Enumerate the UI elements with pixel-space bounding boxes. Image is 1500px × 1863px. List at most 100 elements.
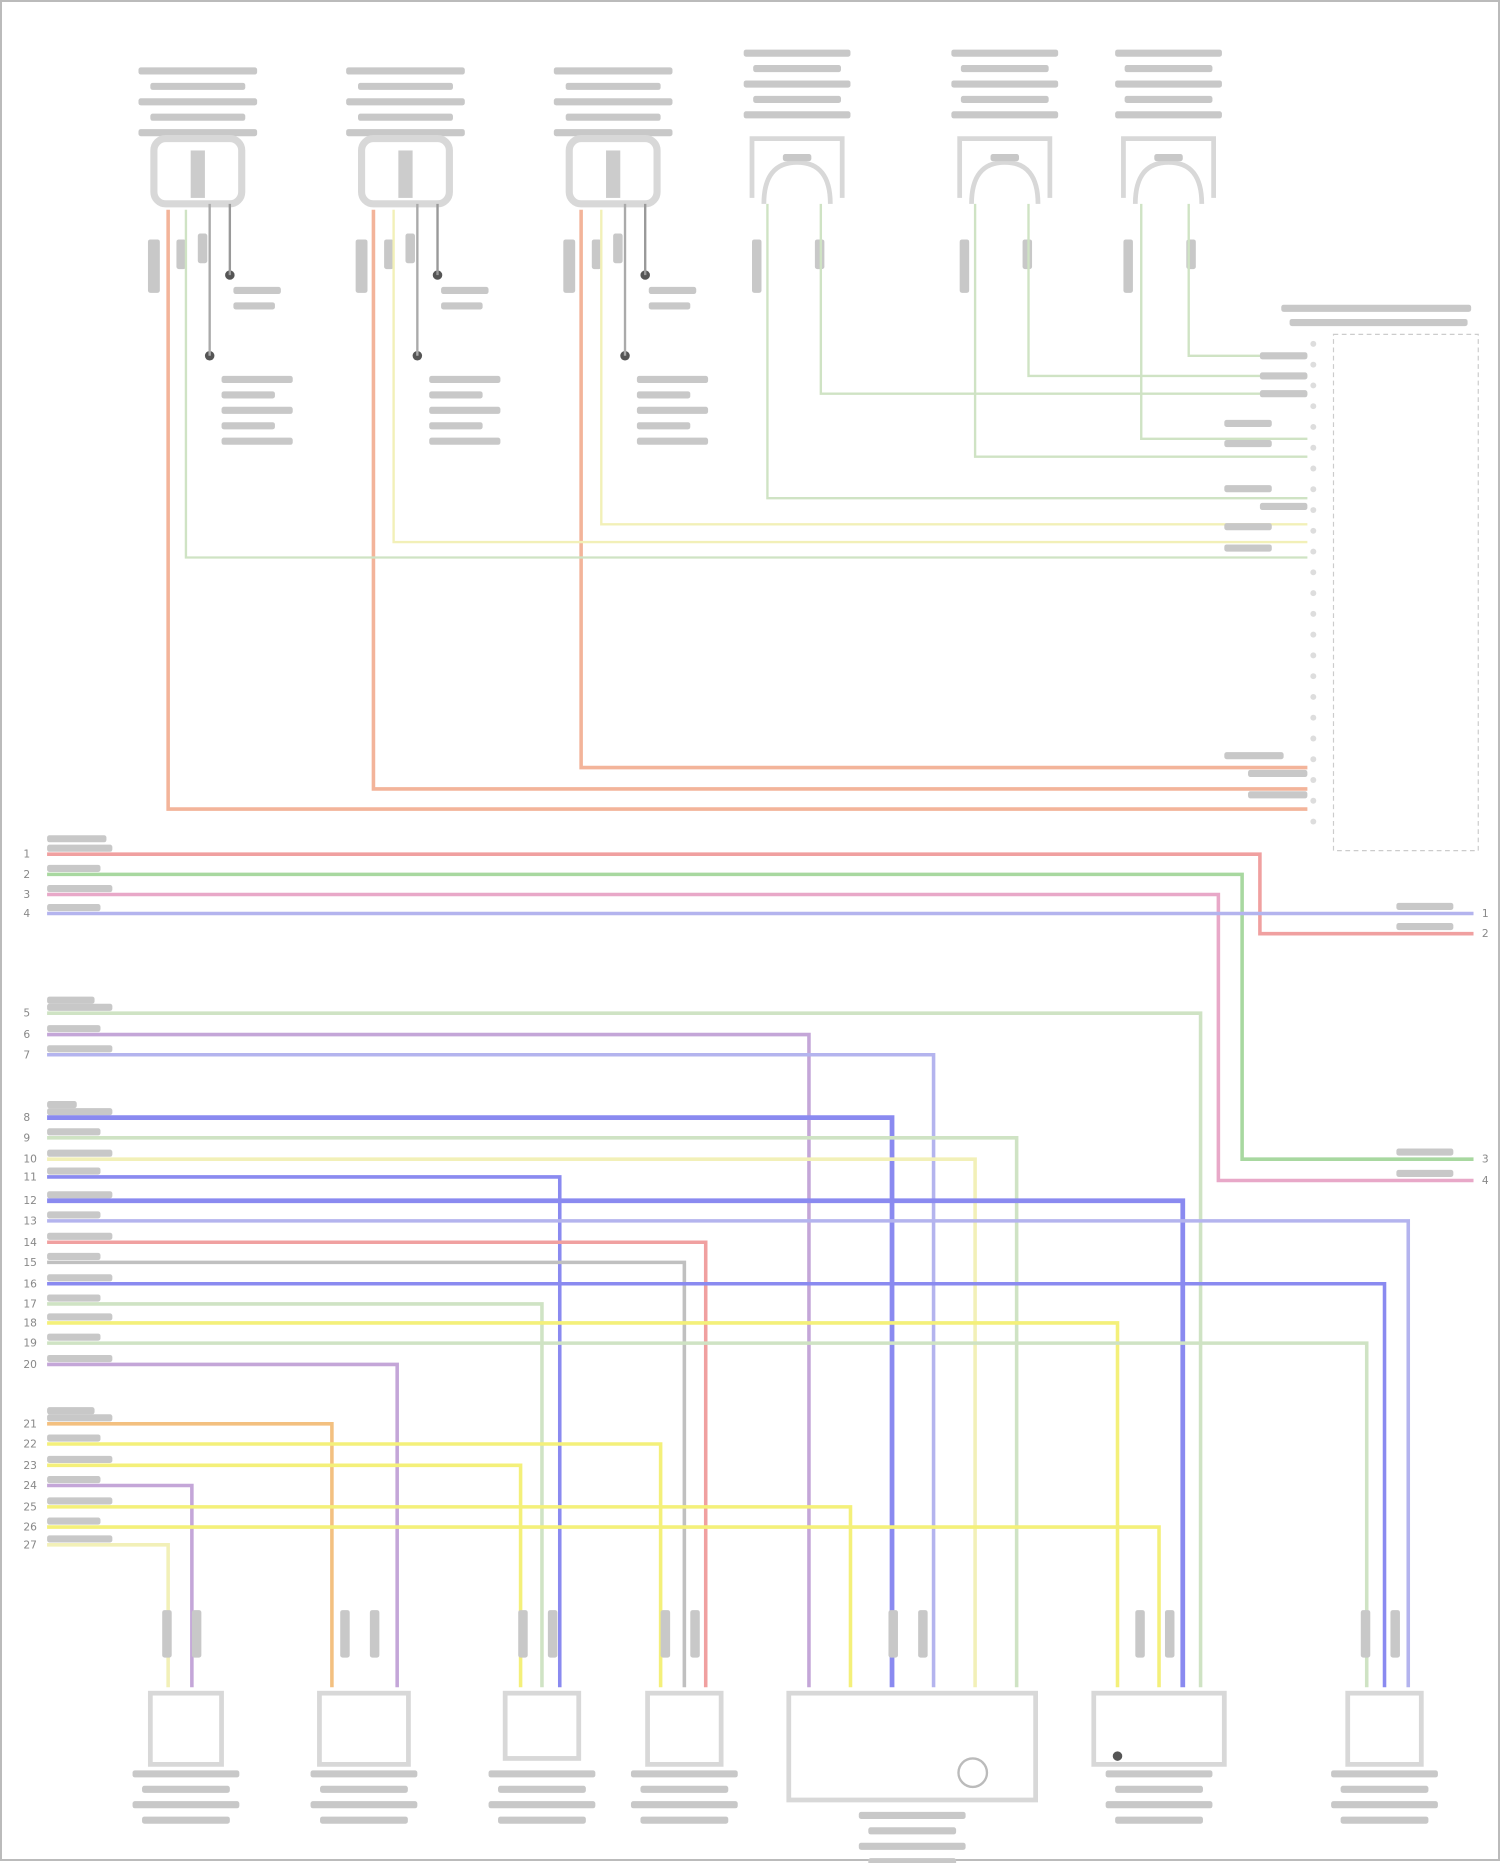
wire-label (753, 65, 842, 73)
wire-label (346, 98, 465, 106)
fuel-injector-3 (1121, 136, 1217, 204)
pin-number: 9 (23, 1131, 30, 1144)
connector-pin (1310, 652, 1317, 659)
wire-label (565, 82, 661, 90)
wire (371, 209, 1308, 791)
wire-label (636, 422, 691, 430)
wire (166, 209, 1308, 811)
wire (1187, 203, 1308, 357)
connector-pin (1310, 673, 1317, 680)
pin-number: 17 (23, 1297, 37, 1310)
wire-label (1281, 304, 1472, 312)
wire-label (1224, 544, 1272, 552)
pin-number: 22 (23, 1438, 37, 1451)
wire-label (1248, 769, 1308, 778)
wire-label (47, 835, 107, 843)
wire-label (1390, 1610, 1400, 1658)
wire-label (518, 1610, 528, 1658)
wire (47, 1341, 1369, 1688)
wire-label (405, 233, 415, 264)
wire-label (47, 1045, 113, 1053)
wire-label (47, 1274, 113, 1282)
wire (47, 1032, 811, 1688)
wire-label (1124, 95, 1213, 103)
wire-label (959, 239, 970, 293)
wire (47, 872, 1474, 1161)
wire-label (613, 233, 623, 264)
pin-number: 25 (23, 1500, 37, 1513)
pin-number: 21 (23, 1417, 37, 1430)
wire (47, 1302, 544, 1688)
wire-label (310, 1801, 418, 1809)
pressure-sensor-3 (1345, 1690, 1424, 1767)
wire-label (743, 49, 851, 57)
wire-label (191, 1610, 202, 1658)
wire (47, 1281, 1387, 1688)
connector-pin (1310, 423, 1317, 430)
connector-pin (1310, 818, 1317, 825)
wire-label (752, 239, 762, 293)
wire-label (47, 1434, 101, 1442)
wire-label (1224, 523, 1272, 531)
wire-label (498, 1785, 586, 1793)
connector-pin (1310, 527, 1317, 534)
wire-label (1115, 80, 1222, 88)
connector-pin (1310, 610, 1317, 617)
wire-label (1396, 1169, 1454, 1177)
wire-label (358, 113, 453, 121)
wire-label (47, 1003, 113, 1011)
connector-pin (1310, 631, 1317, 638)
wire-label (1396, 923, 1454, 931)
pin-number: 7 (23, 1048, 30, 1061)
pin-number: 3 (1482, 1153, 1489, 1166)
wire-label (553, 98, 673, 106)
sensor-3 (502, 1690, 582, 1761)
wire-label (888, 1610, 898, 1658)
pressure-sensor-2 (1091, 1690, 1227, 1767)
pin-number: 19 (23, 1337, 37, 1350)
wire (47, 1175, 562, 1688)
wire-label (47, 864, 101, 872)
wire-label (1115, 49, 1222, 57)
wire-label (47, 996, 95, 1004)
wire-label (488, 1770, 596, 1778)
wire-label (1360, 1610, 1371, 1658)
wire (47, 1115, 895, 1688)
wire (47, 1240, 708, 1688)
pin-number: 14 (23, 1236, 37, 1249)
pin-number: 26 (23, 1521, 37, 1534)
wire (47, 1011, 1203, 1688)
wire-label (1154, 154, 1183, 162)
wire-label (547, 1610, 558, 1658)
wire-label (47, 1497, 113, 1505)
wire-label (47, 1313, 113, 1321)
wire-label (648, 302, 691, 310)
pin-number: 11 (23, 1171, 37, 1184)
connector-pin (1310, 693, 1317, 700)
wire-label (429, 437, 501, 445)
connector-pin (1310, 361, 1317, 368)
wire-label (488, 1801, 596, 1809)
wire-label (660, 1610, 671, 1658)
wire-label (355, 239, 368, 293)
wire-label (221, 422, 275, 430)
wire-label (441, 302, 483, 310)
pin-number: 4 (23, 907, 30, 920)
wire-label (1259, 390, 1308, 398)
pin-number: 1 (23, 848, 30, 861)
wire (184, 209, 1308, 559)
pin-number: 3 (23, 888, 30, 901)
wire-label (1115, 111, 1222, 119)
sensor-4 (645, 1690, 724, 1767)
pin-number: 23 (23, 1459, 37, 1472)
wire-label (990, 154, 1020, 162)
wire (600, 209, 1308, 526)
wire-label (753, 95, 842, 103)
wire-label (138, 98, 258, 106)
wire-label (221, 375, 293, 384)
wire-label (142, 1785, 230, 1793)
wire-label (441, 286, 489, 295)
wire-label (1123, 239, 1133, 293)
wire (973, 203, 1308, 458)
wire-label (630, 1801, 738, 1809)
